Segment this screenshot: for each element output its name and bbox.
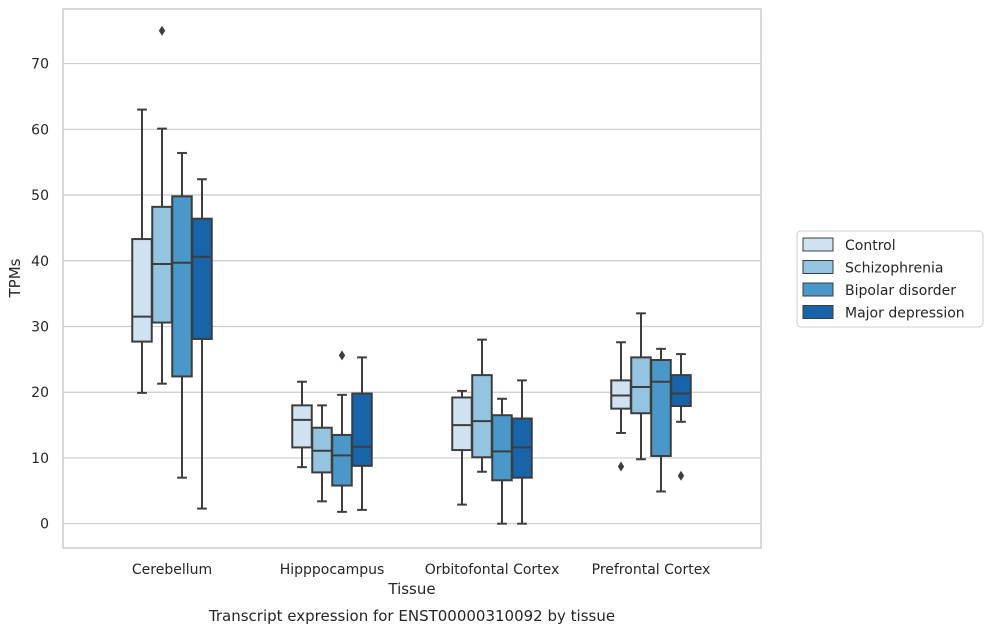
- y-tick-label: 70: [31, 57, 49, 73]
- box: [630, 312, 652, 461]
- plot-frame: [62, 8, 762, 549]
- outlier-point: [338, 350, 346, 361]
- y-tick-label: 50: [31, 188, 49, 204]
- legend: Control Schizophrenia Bipolar disorder Majo…: [796, 230, 984, 328]
- box: [351, 356, 373, 511]
- y-tick-label: 40: [31, 254, 49, 270]
- legend-label: Schizophrenia: [845, 261, 943, 277]
- box-iqr: [451, 396, 473, 452]
- box-iqr: [650, 359, 672, 457]
- x-tick-label: Hipppocampus: [280, 562, 385, 578]
- y-tick-label: 60: [31, 122, 49, 138]
- box: [451, 389, 473, 506]
- y-axis-label: TPMs: [6, 258, 24, 298]
- y-tick-labels: 0 10 20 30 40 50 60 70: [31, 57, 49, 533]
- box-iqr: [351, 392, 373, 467]
- legend-swatch: [802, 282, 834, 297]
- box-iqr: [191, 217, 213, 340]
- box: [670, 353, 692, 481]
- box-iqr: [471, 374, 493, 459]
- y-tick-label: 20: [31, 385, 49, 401]
- outlier-point: [617, 461, 625, 472]
- box-iqr: [131, 238, 153, 343]
- box: [191, 178, 213, 510]
- box-iqr: [291, 404, 313, 449]
- y-tick-label: 10: [31, 451, 49, 467]
- legend-frame: [796, 230, 984, 328]
- chart-caption: Transcript expression for ENST0000031009…: [208, 607, 615, 625]
- legend-label: Bipolar disorder: [845, 283, 956, 299]
- box-iqr: [670, 374, 692, 408]
- x-axis-label: Tissue: [387, 580, 435, 598]
- box: [650, 347, 672, 493]
- box: [291, 380, 313, 469]
- outlier-point: [677, 470, 685, 481]
- box-iqr: [630, 356, 652, 415]
- y-tick-label: 30: [31, 319, 49, 335]
- x-tick-labels: Cerebellum Hipppocampus Orbitofontal Corte…: [132, 562, 710, 578]
- box-iqr: [331, 433, 353, 487]
- x-tick-label: Prefrontal Cortex: [592, 562, 711, 578]
- box: [471, 338, 493, 473]
- box: [151, 25, 173, 385]
- legend-swatch: [802, 305, 834, 319]
- legend-label: Major depression: [845, 306, 965, 322]
- boxes: [131, 25, 692, 525]
- x-tick-label: Cerebellum: [132, 562, 212, 578]
- outlier-point: [158, 25, 166, 36]
- legend-swatch: [802, 237, 834, 252]
- box: [331, 350, 353, 513]
- y-tick-label: 0: [40, 517, 49, 533]
- box-iqr: [491, 414, 513, 482]
- box: [511, 379, 533, 525]
- box: [491, 397, 513, 525]
- box-iqr: [171, 195, 193, 378]
- x-tick-label: Orbitofontal Cortex: [425, 562, 560, 578]
- legend-swatch: [802, 260, 834, 274]
- legend-label: Control: [845, 238, 896, 254]
